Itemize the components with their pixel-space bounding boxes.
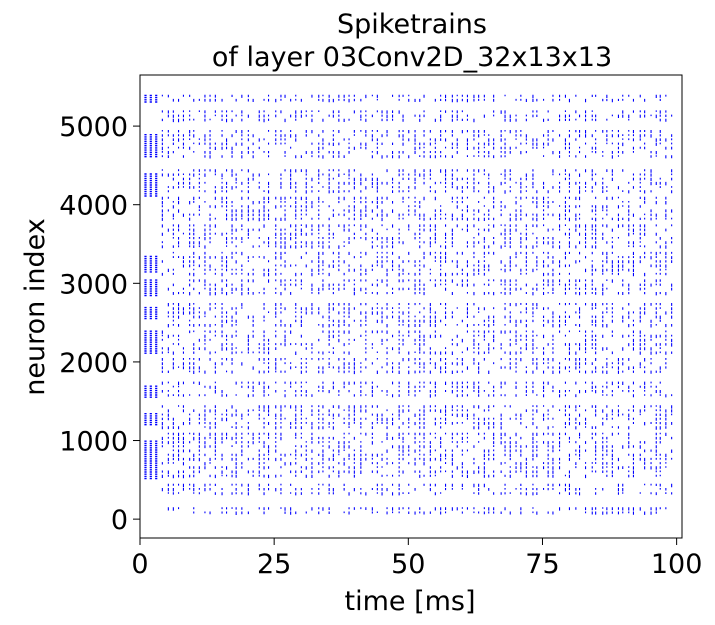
y-axis-label: neuron index [20, 218, 51, 395]
plot-area-frame [139, 74, 683, 539]
y-tick-label: 0 [111, 505, 128, 536]
spike-raster-points [144, 94, 673, 515]
x-axis-ticks: 0 25 50 75 100 [131, 538, 702, 580]
y-tick-label: 5000 [59, 112, 128, 143]
x-axis-label: time [ms] [344, 586, 475, 617]
y-tick-label: 2000 [59, 348, 128, 379]
y-axis-ticks: 0 1000 2000 3000 4000 5000 [59, 112, 140, 536]
x-tick-label: 0 [131, 549, 148, 580]
spike-markers [144, 94, 673, 515]
y-tick-label: 3000 [59, 269, 128, 300]
chart-title-line2: of layer 03Conv2D_32x13x13 [212, 42, 612, 73]
x-tick-label: 100 [651, 549, 703, 580]
chart-title-line1: Spiketrains [337, 9, 487, 40]
x-tick-label: 75 [525, 549, 559, 580]
x-tick-label: 50 [391, 549, 425, 580]
x-tick-label: 25 [257, 549, 291, 580]
y-tick-label: 1000 [59, 427, 128, 458]
y-tick-label: 4000 [59, 191, 128, 222]
